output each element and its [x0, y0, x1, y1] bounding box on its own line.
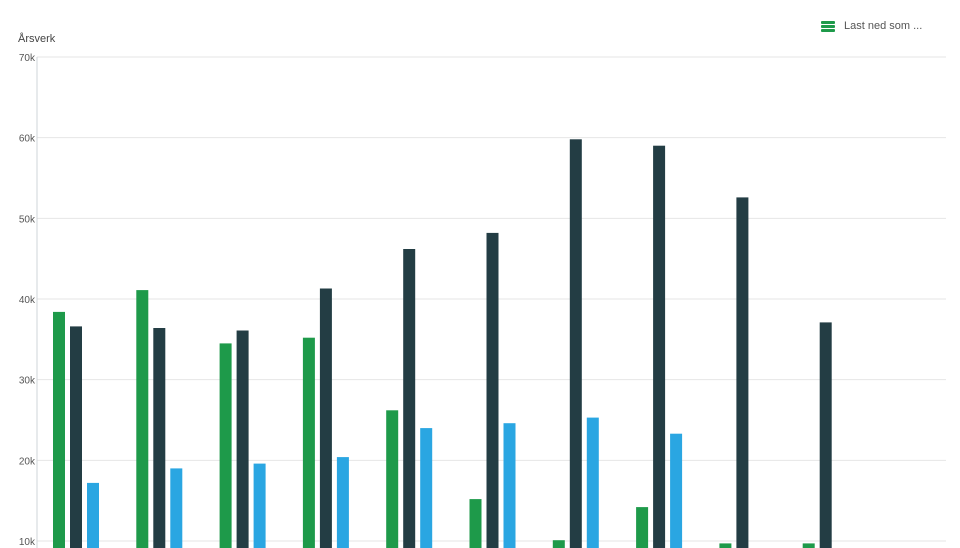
bar[interactable]	[319, 288, 332, 548]
y-tick-label: 60k	[19, 134, 36, 145]
bar[interactable]	[219, 343, 232, 548]
bar[interactable]	[503, 423, 516, 548]
bar[interactable]	[236, 330, 249, 548]
bar[interactable]	[403, 249, 416, 548]
bar[interactable]	[336, 457, 349, 548]
bar[interactable]	[420, 428, 433, 548]
bar[interactable]	[70, 326, 82, 548]
bar[interactable]	[653, 145, 666, 548]
bar[interactable]	[586, 417, 599, 548]
bar[interactable]	[486, 232, 499, 548]
y-tick-label: 50k	[19, 214, 36, 225]
bar[interactable]	[569, 139, 582, 548]
bars	[53, 139, 832, 548]
bar[interactable]	[469, 499, 482, 548]
bar[interactable]	[802, 543, 815, 548]
bar[interactable]	[736, 197, 749, 548]
bar[interactable]	[670, 433, 683, 548]
bar[interactable]	[153, 328, 166, 548]
bar[interactable]	[719, 543, 732, 548]
bar[interactable]	[253, 463, 266, 548]
download-button[interactable]: Last ned som ...	[821, 20, 922, 32]
bar[interactable]	[53, 311, 65, 548]
bar[interactable]	[636, 507, 649, 548]
bar[interactable]	[302, 337, 315, 548]
y-tick-labels: 10k 20k 30k 40k 50k 60k 70k	[19, 53, 36, 548]
y-tick-label: 20k	[19, 456, 36, 467]
bar[interactable]	[170, 468, 183, 548]
y-axis-label: Årsverk	[18, 33, 56, 45]
bar[interactable]	[136, 290, 149, 548]
bar[interactable]	[552, 540, 565, 548]
download-label: Last ned som ...	[844, 20, 923, 32]
y-tick-label: 40k	[19, 295, 36, 306]
y-tick-label: 70k	[19, 53, 36, 64]
hamburger-menu-icon	[821, 20, 835, 32]
bar[interactable]	[819, 322, 832, 548]
bar[interactable]	[386, 410, 399, 548]
y-tick-label: 30k	[19, 376, 36, 387]
y-tick-label: 10k	[19, 537, 36, 548]
bar[interactable]	[87, 482, 99, 548]
